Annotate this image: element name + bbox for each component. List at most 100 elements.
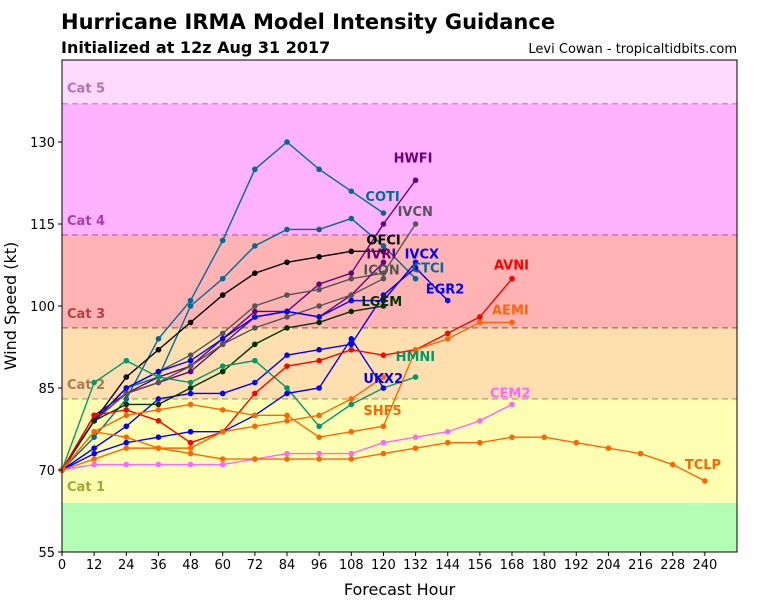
- data-point: [284, 259, 290, 266]
- data-point: [187, 368, 194, 375]
- data-point: [348, 346, 355, 353]
- data-point: [348, 297, 355, 304]
- data-point: [348, 292, 355, 298]
- x-tick-label: 180: [532, 558, 557, 573]
- series-label: HMNI: [396, 350, 436, 365]
- data-point: [348, 270, 355, 277]
- data-point: [316, 281, 322, 287]
- category-label: Cat 2: [67, 378, 105, 393]
- data-point: [219, 368, 226, 375]
- data-point: [669, 461, 676, 468]
- data-point: [252, 243, 258, 249]
- data-point: [509, 434, 515, 441]
- series-label: ICON: [363, 264, 399, 279]
- category-band: [62, 60, 737, 104]
- y-tick-label: 55: [38, 546, 55, 561]
- x-tick-label: 144: [435, 558, 460, 573]
- x-axis-label: Forecast Hour: [344, 580, 456, 599]
- data-point: [348, 401, 355, 408]
- data-point: [219, 275, 226, 282]
- data-point: [380, 270, 387, 277]
- data-point: [187, 461, 194, 468]
- chart-title: Hurricane IRMA Model Intensity Guidance: [61, 10, 556, 34]
- data-point: [187, 390, 194, 397]
- data-point: [316, 346, 322, 353]
- data-point: [380, 303, 387, 309]
- data-point: [123, 385, 130, 391]
- data-point: [380, 275, 387, 282]
- data-point: [509, 319, 515, 326]
- data-point: [605, 445, 612, 451]
- y-tick-label: 115: [30, 218, 55, 233]
- x-tick-label: 36: [150, 558, 167, 573]
- data-point: [252, 166, 258, 173]
- data-point: [252, 308, 258, 315]
- data-point: [284, 292, 290, 298]
- series-label: UKX2: [363, 372, 403, 387]
- data-point: [219, 336, 226, 342]
- data-point: [219, 237, 226, 244]
- data-point: [412, 221, 419, 227]
- data-point: [187, 439, 194, 446]
- data-point: [380, 248, 387, 255]
- data-point: [284, 385, 290, 391]
- series-label: SHF5: [363, 404, 401, 419]
- data-point: [412, 275, 419, 282]
- data-point: [252, 390, 258, 397]
- x-tick-label: 228: [660, 558, 685, 573]
- data-point: [412, 177, 419, 184]
- data-point: [123, 407, 130, 413]
- series-label: OFCI: [366, 233, 400, 248]
- category-band: [62, 502, 737, 552]
- data-point: [155, 396, 162, 402]
- x-tick-label: 120: [371, 558, 396, 573]
- data-point: [284, 226, 290, 233]
- data-point: [380, 259, 387, 266]
- data-point: [348, 336, 355, 342]
- data-point: [284, 363, 290, 369]
- data-point: [316, 226, 322, 233]
- data-point: [284, 308, 290, 315]
- category-label: Cat 3: [67, 307, 105, 322]
- data-point: [91, 461, 97, 468]
- data-point: [316, 303, 322, 309]
- data-point: [444, 330, 451, 337]
- data-point: [187, 357, 194, 364]
- chart-subtitle: Initialized at 12z Aug 31 2017: [61, 38, 331, 57]
- data-point: [252, 303, 258, 309]
- data-point: [444, 297, 451, 304]
- data-point: [219, 341, 226, 348]
- x-tick-label: 96: [311, 558, 328, 573]
- x-tick-label: 240: [692, 558, 717, 573]
- data-point: [477, 319, 483, 326]
- data-point: [155, 445, 162, 451]
- data-point: [316, 434, 322, 441]
- data-point: [91, 450, 97, 457]
- data-point: [509, 275, 515, 282]
- data-point: [477, 418, 483, 424]
- data-point: [637, 450, 644, 457]
- series-label: IVCX: [405, 247, 439, 262]
- data-point: [412, 445, 419, 451]
- data-point: [348, 248, 355, 255]
- data-point: [348, 341, 355, 348]
- series-line-ivcx: [61, 261, 417, 471]
- data-point: [348, 215, 355, 222]
- data-point: [155, 418, 162, 424]
- data-point: [252, 325, 258, 331]
- series-label: COTI: [365, 190, 399, 205]
- data-point: [91, 379, 97, 386]
- data-point: [284, 314, 290, 320]
- series-label: LGEM: [361, 295, 402, 310]
- x-tick-label: 204: [596, 558, 621, 573]
- x-tick-label: 156: [467, 558, 492, 573]
- data-point: [380, 439, 387, 446]
- data-point: [187, 385, 194, 391]
- data-point: [380, 221, 387, 227]
- data-point: [444, 336, 451, 342]
- x-tick-label: 168: [500, 558, 525, 573]
- category-label: Cat 4: [67, 214, 105, 229]
- data-point: [155, 401, 162, 408]
- data-point: [412, 346, 419, 353]
